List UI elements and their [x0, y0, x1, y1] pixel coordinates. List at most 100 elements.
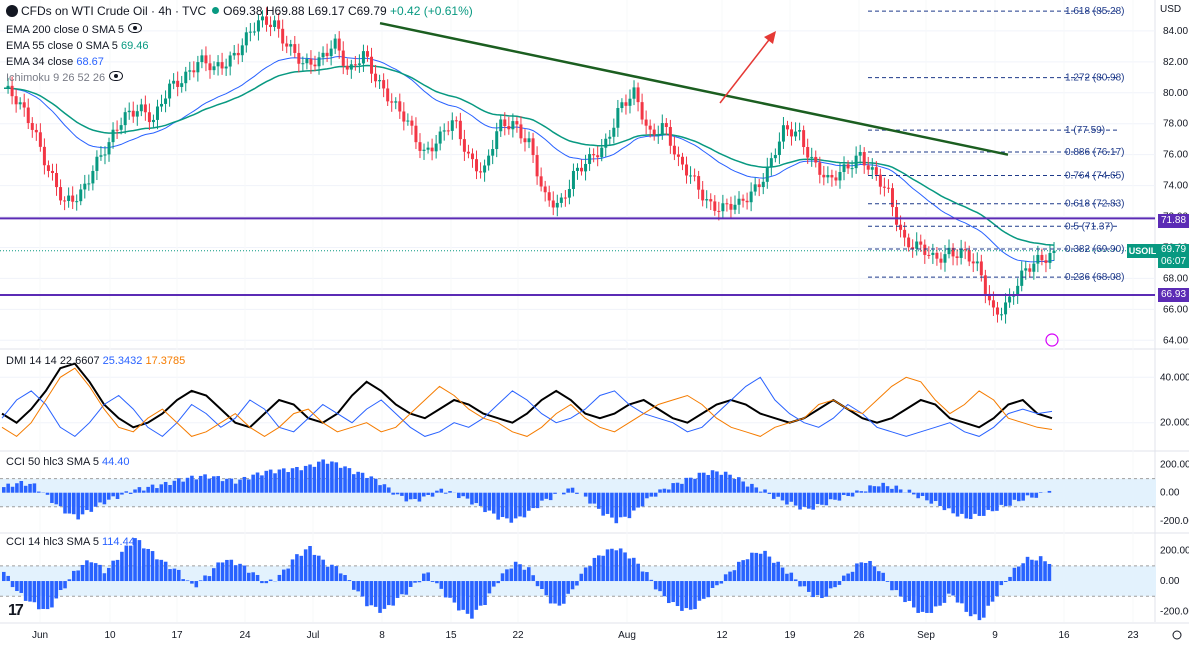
- fib-level-label: 0.886 (76.17): [1065, 147, 1125, 158]
- currency-label[interactable]: USD: [1160, 4, 1182, 15]
- cci-bar: [632, 492, 636, 511]
- cci-bar: [181, 579, 185, 582]
- cci-bar: [299, 470, 304, 493]
- tradingview-logo-icon[interactable]: 17: [8, 602, 24, 619]
- cci-bar: [146, 486, 150, 493]
- cci14-pane[interactable]: [0, 538, 1156, 621]
- cci-bar: [470, 492, 474, 505]
- cci-bar: [422, 492, 426, 497]
- cci-bar: [487, 492, 492, 511]
- legend-ema55[interactable]: EMA 55 close 0 SMA 5 69.46: [6, 39, 148, 53]
- candle: [717, 210, 721, 212]
- cci-bar: [115, 492, 120, 499]
- breakout-arrow[interactable]: [719, 35, 773, 104]
- cci-bar: [527, 492, 531, 511]
- y-tick-label: 84.00: [1163, 26, 1188, 37]
- dmi-series-line: [1, 376, 1053, 438]
- cci-bar: [947, 581, 951, 594]
- candle: [830, 174, 834, 178]
- lightning-icon[interactable]: [1045, 333, 1059, 347]
- cci-bar: [417, 492, 422, 502]
- candle: [131, 110, 135, 117]
- eye-hidden-icon[interactable]: [109, 71, 124, 81]
- cci-bar: [220, 481, 225, 493]
- main-price-pane[interactable]: 1.618 (85.28) 1.272 (80.98) 1 (77.59) 0.886…: [0, 6, 1155, 347]
- cci-bar: [1003, 581, 1008, 582]
- legend-ema34[interactable]: EMA 34 close 68.67: [6, 55, 104, 69]
- legend-cci50[interactable]: CCI 50 hlc3 SMA 5 44.40: [6, 455, 130, 469]
- candle: [798, 130, 802, 132]
- candle: [285, 43, 289, 47]
- price-axes[interactable]: 84.0082.0080.0078.0076.0074.0072.0070.00…: [32, 26, 1189, 641]
- candle: [818, 162, 822, 175]
- cci-bar: [548, 581, 553, 604]
- cci-bar: [325, 463, 330, 493]
- cci-bar: [23, 485, 28, 493]
- cci-bar: [334, 462, 339, 493]
- candle: [487, 155, 491, 166]
- cci-bar: [137, 540, 142, 582]
- candle: [67, 195, 71, 201]
- cci-bar: [216, 562, 220, 582]
- candle: [951, 247, 955, 257]
- candle: [1036, 254, 1040, 264]
- cci-bar: [133, 489, 137, 493]
- cci-bar: [583, 492, 588, 497]
- cci-bar: [435, 490, 439, 493]
- cci-bar: [343, 575, 347, 582]
- cci-bar: [500, 573, 505, 582]
- candle: [895, 207, 899, 225]
- legend-ema34-label: EMA 34 close: [6, 56, 74, 68]
- cci50-pane[interactable]: [0, 459, 1156, 524]
- cci-bar: [802, 581, 807, 587]
- cci-bar: [439, 581, 444, 589]
- candle: [604, 138, 608, 148]
- candle: [515, 121, 519, 125]
- candle: [325, 52, 329, 57]
- cci-bar: [662, 488, 667, 493]
- cci-bar: [163, 561, 168, 582]
- legend-dmi[interactable]: DMI 14 14 22.6607 25.3432 17.3785: [6, 354, 185, 368]
- x-tick-label: 19: [784, 630, 796, 641]
- cci-bar: [338, 573, 343, 582]
- fib-level-label: 0.5 (71.37): [1065, 221, 1113, 232]
- cci-bar: [37, 581, 41, 610]
- cci-bar: [1003, 492, 1008, 507]
- candle: [995, 307, 999, 315]
- x-tick-label: 23: [1127, 630, 1139, 641]
- candle: [196, 62, 200, 73]
- cci-bar: [1038, 556, 1043, 582]
- downtrend-line[interactable]: [379, 21, 1009, 156]
- cci-bar: [776, 492, 780, 497]
- candle: [769, 158, 773, 167]
- cci-bar: [675, 482, 680, 493]
- dmi-pane[interactable]: [1, 362, 1053, 438]
- legend-ichimoku[interactable]: Ichimoku 9 26 52 26: [6, 71, 124, 85]
- ohlc-high: H69.88: [265, 4, 305, 18]
- cci-bar: [960, 492, 964, 514]
- candle: [26, 107, 30, 124]
- cci-bar: [400, 581, 404, 595]
- candle: [749, 191, 753, 203]
- eye-hidden-icon[interactable]: [128, 23, 143, 33]
- cci-bar: [557, 581, 562, 606]
- candle: [628, 98, 632, 106]
- candle: [943, 254, 947, 263]
- candle: [882, 186, 886, 188]
- candle: [737, 198, 741, 205]
- cci-bar: [233, 483, 238, 493]
- legend-cci14[interactable]: CCI 14 hlc3 SMA 5 114.44: [6, 535, 135, 549]
- cci-bar: [623, 492, 627, 517]
- cci-bar: [605, 492, 610, 514]
- candle: [745, 200, 749, 203]
- candle: [192, 70, 196, 73]
- cci-bar: [334, 566, 339, 582]
- cci-bar: [583, 567, 588, 582]
- settings-gear-icon[interactable]: [1172, 630, 1182, 640]
- legend-cci14-value: 114.44: [102, 536, 135, 548]
- cci-bar: [172, 568, 177, 582]
- candle: [939, 258, 943, 263]
- y-tick-label: 78.00: [1163, 119, 1188, 130]
- legend-ema200[interactable]: EMA 200 close 0 SMA 5: [6, 23, 143, 37]
